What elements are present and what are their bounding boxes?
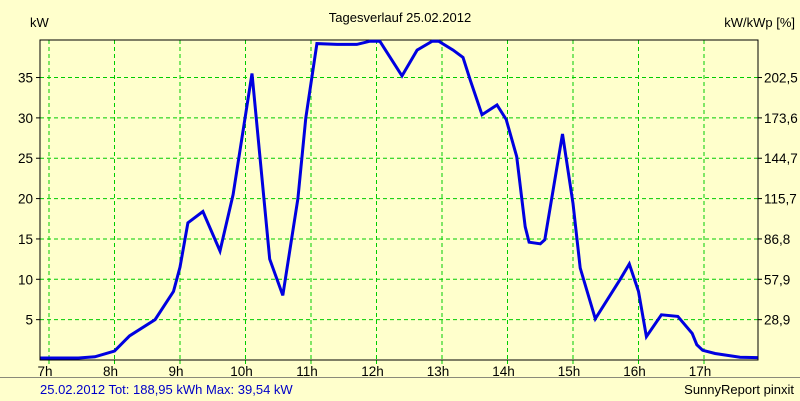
right-axis-tick-label: 173,6 (764, 111, 798, 126)
x-axis-tick-label: 17h (689, 364, 712, 378)
left-axis-tick-label: 20 (18, 192, 33, 207)
right-axis-tick-label: 115,7 (764, 192, 797, 207)
right-axis-tick-label: 144,7 (764, 151, 798, 166)
right-axis-tick-label: 202,5 (764, 71, 798, 86)
power-curve (40, 39, 758, 360)
x-axis-tick-label: 13h (427, 364, 450, 378)
x-axis-tick-label: 8h (103, 364, 118, 378)
x-axis-tick-label: 16h (623, 364, 646, 378)
right-axis-tick-label: 57,9 (764, 272, 790, 287)
right-axis-tick-label: 86,8 (764, 232, 790, 247)
x-axis-tick-label: 11h (296, 364, 318, 378)
right-axis-unit-label: kW/kWp [%] (724, 15, 795, 30)
daily-power-line-chart: 5 28,9 10 57,9 15 86,8 20 115,7 25 144,7 30 173,6 35… (18, 39, 798, 378)
x-axis-tick-label: 12h (361, 364, 384, 378)
left-axis-tick-label: 5 (25, 313, 33, 328)
x-axis-tick-label: 15h (558, 364, 581, 378)
left-axis-unit-label: kW (30, 15, 49, 30)
left-axis-tick-label: 35 (18, 71, 33, 86)
right-axis-tick-label: 28,9 (764, 313, 790, 328)
x-axis-tick-label: 7h (37, 364, 52, 378)
x-axis-tick-label: 9h (168, 364, 183, 378)
chart-title: Tagesverlauf 25.02.2012 (328, 10, 472, 25)
status-bar: 25.02.2012 Tot: 188,95 kWh Max: 39,54 kW… (0, 377, 800, 401)
left-axis-tick-label: 10 (18, 272, 33, 287)
app-credit-label: SunnyReport pinxit (684, 382, 794, 397)
x-axis-tick-label: 10h (230, 364, 253, 378)
status-summary-date-total-max: 25.02.2012 Tot: 188,95 kWh Max: 39,54 kW (40, 382, 293, 397)
x-axis-tick-label: 14h (492, 364, 515, 378)
left-axis-tick-label: 15 (18, 232, 33, 247)
plot-border (39, 39, 759, 361)
left-axis-tick-label: 25 (18, 151, 33, 166)
left-axis-tick-label: 30 (18, 111, 33, 126)
